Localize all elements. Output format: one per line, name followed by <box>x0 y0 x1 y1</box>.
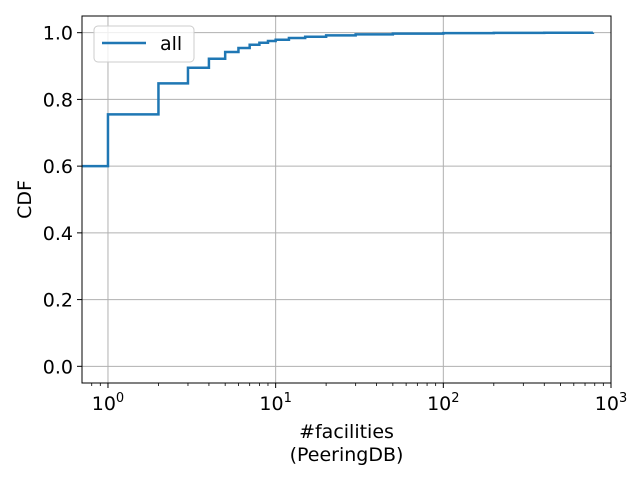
x-axis-sublabel: (PeeringDB) <box>290 444 404 466</box>
y-axis-label: CDF <box>14 180 36 219</box>
legend: all <box>93 25 195 63</box>
y-tick-label: 0.2 <box>43 290 73 312</box>
series-line-all <box>82 31 595 168</box>
legend-label-all: all <box>160 33 182 55</box>
x-axis-ticks: 100 101 102 103 <box>91 383 627 415</box>
x-axis-label: #facilities <box>299 421 394 443</box>
y-tick-label: 0.8 <box>43 89 73 111</box>
series-layer <box>82 31 595 168</box>
y-tick-label: 0.0 <box>43 356 73 378</box>
y-tick-label: 1.0 <box>43 23 73 45</box>
plot-area-frame <box>81 15 612 384</box>
y-tick-label: 0.4 <box>43 223 73 245</box>
x-tick-label: 103 <box>595 391 627 415</box>
y-tick-label: 0.6 <box>43 156 73 178</box>
grid-lines <box>82 16 612 383</box>
x-tick-label: 101 <box>259 391 291 415</box>
y-axis-ticks: 0.0 0.2 0.4 0.6 0.8 1.0 <box>43 23 82 378</box>
x-tick-label: 100 <box>92 391 124 415</box>
x-tick-label: 102 <box>427 391 459 415</box>
